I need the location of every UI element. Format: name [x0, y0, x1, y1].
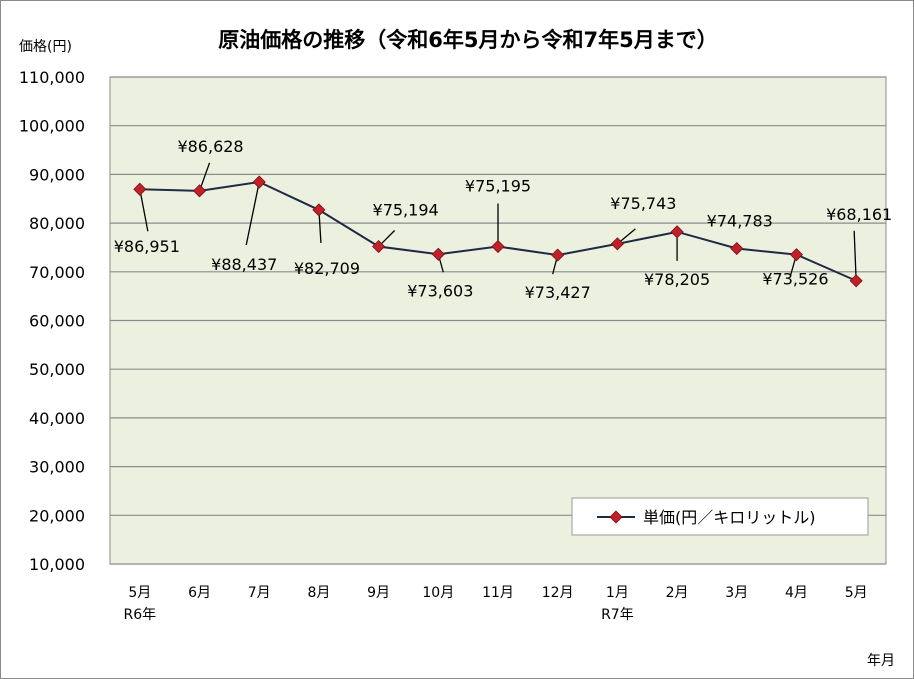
x-tick-label: 12月	[542, 585, 574, 601]
data-point	[133, 182, 147, 196]
y-tick-label: 50,000	[29, 360, 85, 379]
x-tick-label: 10月	[422, 585, 454, 601]
legend-label: 単価(円／キロリットル)	[643, 508, 816, 527]
data-label: ¥75,743	[610, 194, 676, 213]
data-point	[491, 239, 505, 254]
data-label: ¥75,195	[465, 177, 531, 196]
x-year-label: R7年	[601, 607, 634, 623]
data-label: ¥78,205	[644, 270, 710, 289]
data-point	[730, 241, 744, 256]
x-tick-label: 2月	[666, 585, 689, 601]
data-point	[252, 175, 266, 189]
data-point	[312, 203, 326, 217]
x-tick-label: 6月	[188, 585, 211, 601]
data-point	[670, 225, 684, 239]
x-tick-label: 5月	[128, 585, 151, 601]
x-year-label: R6年	[124, 607, 157, 623]
y-tick-label: 80,000	[29, 214, 85, 233]
data-point	[431, 247, 445, 261]
x-tick-label: 7月	[248, 585, 271, 601]
legend: 単価(円／キロリットル)	[571, 497, 869, 536]
data-label: ¥73,526	[762, 270, 828, 289]
gridlines	[110, 76, 886, 565]
data-point	[372, 239, 386, 254]
y-tick-label: 70,000	[29, 263, 85, 282]
data-label: ¥82,709	[294, 259, 360, 278]
series-markers	[133, 175, 863, 288]
data-label: ¥86,628	[177, 137, 243, 156]
y-tick-label: 30,000	[29, 458, 85, 477]
data-point	[789, 248, 804, 262]
y-axis-ticks: 10,000 20,000 30,000 40,000 50,000 60,000 70,0…	[19, 68, 85, 574]
x-tick-label: 4月	[785, 585, 808, 601]
x-axis-ticks: 5月 R6年 6月 7月 8月 9月 10月 11月 12月 1月 R7年 2月 3月 4月 5月	[124, 585, 868, 623]
y-tick-label: 40,000	[29, 409, 85, 428]
x-tick-label: 9月	[367, 585, 390, 601]
data-label: ¥73,603	[407, 281, 473, 300]
data-label: ¥88,437	[211, 255, 277, 274]
data-labels: ¥86,951 ¥86,628 ¥88,437 ¥82,709 ¥75,194 ¥73,6…	[114, 137, 892, 302]
y-tick-label: 10,000	[29, 555, 85, 574]
data-label: ¥74,783	[707, 212, 773, 231]
x-tick-label: 8月	[307, 585, 330, 601]
data-point	[551, 248, 565, 262]
data-label: ¥75,194	[373, 201, 439, 220]
chart-title: 原油価格の推移（令和6年5月から令和7年5月まで）	[218, 28, 717, 52]
data-label: ¥73,427	[525, 283, 591, 302]
x-tick-label: 5月	[845, 585, 868, 601]
y-tick-label: 110,000	[19, 68, 85, 87]
legend-marker-swatch	[609, 510, 623, 524]
x-tick-label: 3月	[725, 585, 748, 601]
y-tick-label: 20,000	[29, 506, 85, 525]
data-point	[610, 237, 624, 251]
x-tick-label: 1月	[606, 585, 629, 601]
leader-line	[245, 181, 260, 246]
y-axis-label: 価格(円)	[19, 39, 72, 55]
y-tick-label: 90,000	[29, 165, 85, 184]
y-tick-label: 60,000	[29, 312, 85, 331]
leader-line	[853, 230, 857, 281]
x-tick-label: 11月	[482, 585, 514, 601]
data-point	[192, 184, 207, 198]
data-label: ¥68,161	[826, 205, 892, 224]
y-tick-label: 100,000	[19, 117, 85, 136]
x-axis-label: 年月	[867, 653, 895, 669]
data-point	[849, 274, 863, 288]
data-label: ¥86,951	[114, 237, 180, 256]
leader-line	[139, 189, 149, 232]
